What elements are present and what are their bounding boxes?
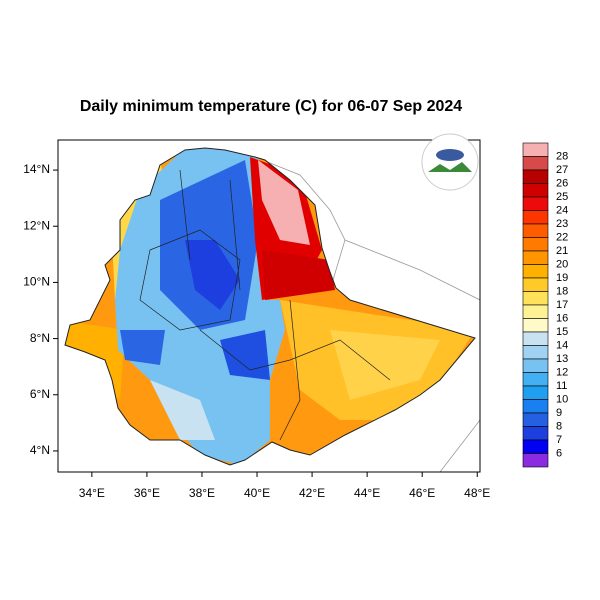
colorbar-label: 27 bbox=[556, 164, 568, 176]
colorbar-label: 6 bbox=[556, 447, 562, 459]
color-box bbox=[522, 331, 549, 346]
x-tick-label: 46°E bbox=[409, 486, 435, 500]
colorbar-label: 18 bbox=[556, 285, 568, 297]
colorbar-label: 12 bbox=[556, 366, 568, 378]
x-tick-label: 42°E bbox=[299, 486, 325, 500]
color-box bbox=[522, 453, 549, 468]
temperature-field bbox=[65, 148, 475, 465]
map-area bbox=[64, 147, 480, 472]
country-border bbox=[64, 147, 476, 466]
colorbar-label: 8 bbox=[556, 420, 562, 432]
colorbar-label: 11 bbox=[556, 380, 567, 392]
colorbar-label: 22 bbox=[556, 231, 568, 243]
colorbar-label: 14 bbox=[556, 339, 568, 351]
color-box bbox=[522, 318, 549, 333]
colorbar-label: 25 bbox=[556, 191, 568, 203]
map-frame bbox=[57, 139, 481, 473]
colorbar-label: 9 bbox=[556, 407, 562, 419]
y-tick-label: 6°N bbox=[30, 387, 50, 401]
color-box bbox=[522, 399, 549, 414]
colorbar-label: 7 bbox=[556, 434, 562, 446]
colorbar-label: 13 bbox=[556, 353, 568, 365]
color-box bbox=[522, 210, 549, 225]
color-box bbox=[522, 372, 549, 387]
logo bbox=[421, 133, 479, 191]
x-tick-label: 36°E bbox=[134, 486, 160, 500]
colorbar-label: 15 bbox=[556, 326, 568, 338]
color-box bbox=[522, 156, 549, 171]
color-box bbox=[522, 345, 549, 360]
color-box bbox=[522, 439, 549, 454]
y-tick-label: 4°N bbox=[30, 443, 50, 457]
colorbar-label: 10 bbox=[556, 393, 568, 405]
color-box bbox=[522, 358, 549, 373]
color-box bbox=[522, 264, 549, 279]
color-box bbox=[522, 385, 549, 400]
x-tick-label: 38°E bbox=[189, 486, 215, 500]
y-tick-label: 8°N bbox=[30, 331, 50, 345]
colorbar-label: 19 bbox=[556, 272, 568, 284]
colorbar-label: 26 bbox=[556, 177, 568, 189]
color-box bbox=[522, 426, 549, 441]
colorbar-label: 16 bbox=[556, 312, 568, 324]
x-tick-label: 48°E bbox=[464, 486, 490, 500]
color-box bbox=[522, 169, 549, 184]
color-box bbox=[522, 142, 549, 157]
color-box bbox=[522, 237, 549, 252]
colorbar-label: 24 bbox=[556, 204, 568, 216]
x-tick-label: 40°E bbox=[244, 486, 270, 500]
color-box bbox=[522, 291, 549, 306]
colorbar-label: 21 bbox=[556, 245, 568, 257]
colorbar-label: 17 bbox=[556, 299, 568, 311]
admin-border bbox=[139, 169, 391, 441]
color-box bbox=[522, 412, 549, 427]
color-box bbox=[522, 277, 549, 292]
y-tick-label: 10°N bbox=[23, 275, 50, 289]
colorbar-label: 20 bbox=[556, 258, 568, 270]
color-box bbox=[522, 183, 549, 198]
color-box bbox=[522, 250, 549, 265]
color-box bbox=[522, 196, 549, 211]
color-box bbox=[522, 304, 549, 319]
map-title: Daily minimum temperature (C) for 06-07 … bbox=[80, 98, 462, 115]
x-tick-label: 44°E bbox=[354, 486, 380, 500]
colorbar-label: 23 bbox=[556, 218, 568, 230]
y-tick-label: 14°N bbox=[23, 162, 50, 176]
colorbar-label: 28 bbox=[556, 150, 568, 162]
y-tick-label: 12°N bbox=[23, 218, 50, 232]
x-tick-label: 34°E bbox=[79, 486, 105, 500]
color-box bbox=[522, 223, 549, 238]
